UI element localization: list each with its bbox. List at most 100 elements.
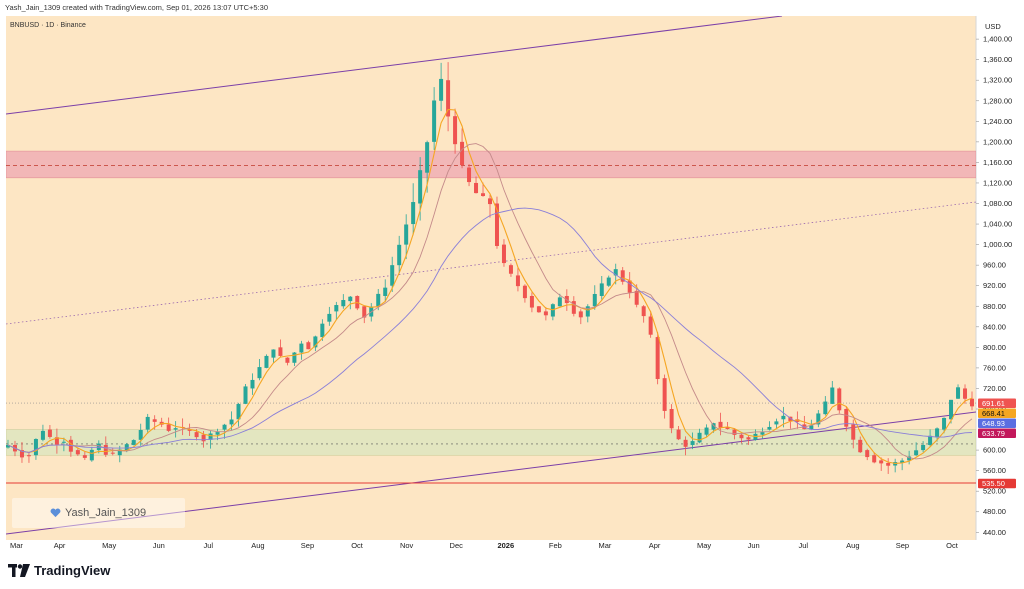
candle bbox=[446, 62, 451, 132]
candle bbox=[774, 418, 779, 429]
candle-body bbox=[837, 388, 842, 411]
time-tick-label: Sep bbox=[301, 541, 314, 550]
candle bbox=[844, 406, 849, 432]
candle-body bbox=[229, 419, 234, 425]
candle bbox=[334, 301, 339, 320]
candle bbox=[515, 267, 520, 292]
candle-body bbox=[201, 434, 206, 442]
time-tick-label: Dec bbox=[450, 541, 464, 550]
price-chart[interactable]: 1,400.00 1,360.00 1,320.00 1,280.00 1,240.00… bbox=[0, 14, 1024, 553]
candle-body bbox=[453, 116, 458, 145]
candle bbox=[921, 441, 926, 453]
candle-body bbox=[439, 78, 444, 101]
candle bbox=[362, 305, 367, 324]
price-tick-label: 1,200.00 bbox=[983, 137, 1012, 146]
candle-body bbox=[907, 456, 912, 461]
candle-body bbox=[536, 306, 541, 313]
candle-body bbox=[501, 244, 506, 264]
candle bbox=[390, 256, 395, 292]
candle-body bbox=[376, 293, 381, 307]
candle-body bbox=[390, 265, 395, 286]
candle bbox=[578, 309, 583, 325]
candle bbox=[215, 428, 220, 441]
candle bbox=[40, 424, 45, 442]
candle-body bbox=[285, 357, 290, 363]
candle bbox=[767, 421, 772, 431]
candle-body bbox=[47, 429, 52, 437]
candle bbox=[970, 391, 974, 411]
candle bbox=[236, 402, 241, 427]
candle-body bbox=[271, 349, 276, 358]
candle-body bbox=[222, 424, 227, 430]
candle-body bbox=[460, 141, 465, 166]
candle-body bbox=[75, 450, 80, 455]
candle-body bbox=[543, 311, 548, 316]
tradingview-logo-icon bbox=[8, 564, 30, 577]
candle bbox=[488, 194, 492, 218]
candle-body bbox=[550, 304, 555, 317]
candle-body bbox=[676, 429, 681, 440]
candle bbox=[383, 279, 388, 303]
candle-body bbox=[19, 450, 24, 458]
candle bbox=[599, 275, 604, 300]
candle-body bbox=[620, 270, 625, 282]
candle-body bbox=[886, 462, 891, 466]
candle bbox=[760, 427, 765, 439]
price-tick-label: 1,160.00 bbox=[983, 158, 1012, 167]
price-tick-label: 1,240.00 bbox=[983, 117, 1012, 126]
price-tick-label: 840.00 bbox=[983, 322, 1006, 331]
candle-body bbox=[474, 182, 479, 194]
candle-body bbox=[215, 432, 220, 435]
candle-body bbox=[243, 386, 248, 404]
candle-body bbox=[362, 306, 367, 318]
time-tick-label: May bbox=[697, 541, 711, 550]
candle-body bbox=[900, 460, 905, 463]
candle-body bbox=[571, 301, 576, 314]
heart-icon bbox=[50, 508, 61, 518]
candle bbox=[942, 417, 947, 434]
candle bbox=[872, 452, 877, 464]
candle-body bbox=[33, 439, 38, 456]
price-tick-label: 720.00 bbox=[983, 384, 1006, 393]
candle-body bbox=[816, 413, 821, 425]
candle-body bbox=[641, 306, 646, 317]
candle bbox=[75, 447, 80, 456]
candle-body bbox=[467, 167, 472, 183]
candle bbox=[404, 214, 409, 260]
candle-body bbox=[956, 387, 961, 399]
candle-body bbox=[320, 323, 325, 338]
time-tick-label: Apr bbox=[54, 541, 66, 550]
candle-body bbox=[557, 297, 562, 307]
candle-body bbox=[481, 193, 486, 197]
price-tick-label: 1,000.00 bbox=[983, 240, 1012, 249]
price-tag bbox=[978, 408, 1016, 419]
candle-body bbox=[858, 439, 863, 453]
price-tick-label: 1,040.00 bbox=[983, 220, 1012, 229]
candle bbox=[138, 423, 143, 446]
author-name: Yash_Jain_1309 bbox=[65, 507, 147, 519]
candle bbox=[481, 182, 486, 197]
candle-body bbox=[760, 432, 765, 435]
price-tag bbox=[978, 418, 1016, 429]
candle-body bbox=[432, 100, 437, 142]
plot-background bbox=[6, 16, 976, 540]
price-tick-label: 1,320.00 bbox=[983, 76, 1012, 85]
candle-body bbox=[879, 460, 884, 464]
tradingview-logo[interactable]: TradingView bbox=[8, 563, 110, 578]
candle-body bbox=[606, 277, 611, 286]
candle-body bbox=[313, 336, 318, 348]
candle bbox=[606, 275, 611, 287]
candle bbox=[299, 340, 304, 360]
candle bbox=[47, 425, 52, 439]
candle bbox=[117, 445, 122, 463]
price-tick-label: 920.00 bbox=[983, 281, 1006, 290]
price-tick-label: 880.00 bbox=[983, 302, 1006, 311]
candle-body bbox=[6, 445, 10, 448]
candle-body bbox=[292, 352, 297, 363]
candle bbox=[914, 442, 919, 457]
candle-body bbox=[599, 283, 604, 296]
candle-body bbox=[82, 455, 87, 458]
candle-body bbox=[26, 455, 31, 457]
candle-body bbox=[341, 300, 346, 307]
candle bbox=[746, 435, 751, 445]
